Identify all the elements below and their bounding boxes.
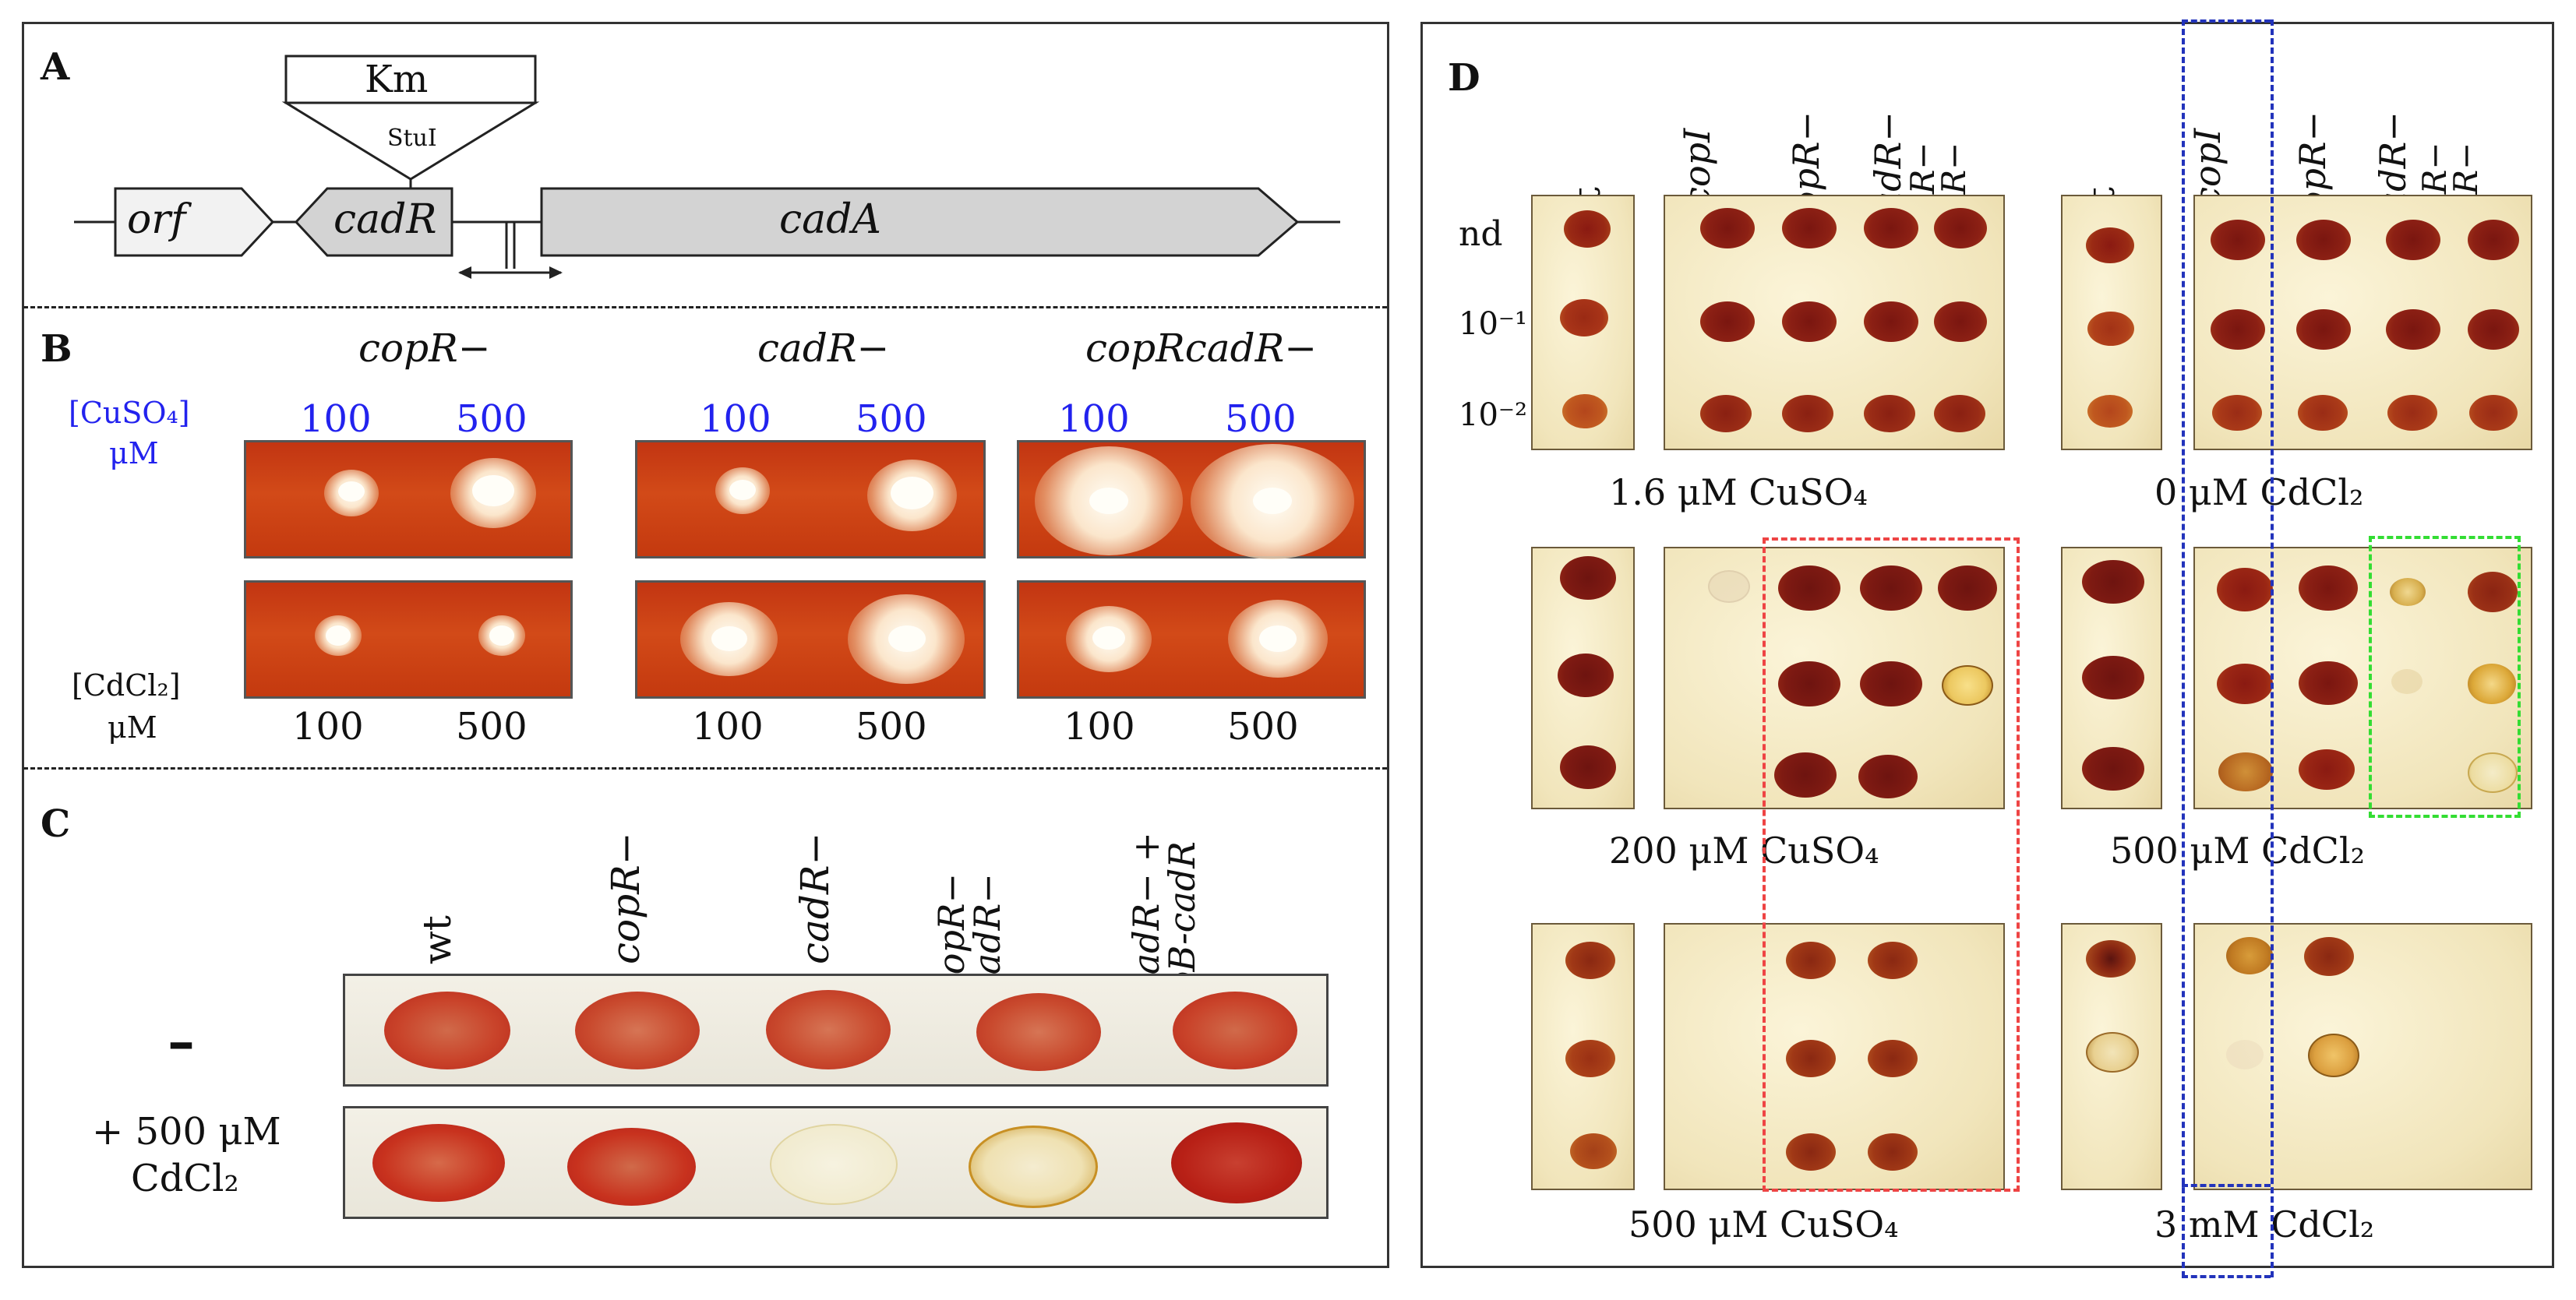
cd-conc-100-cadR: 100	[692, 705, 764, 749]
dilution-10-1: 10⁻¹	[1459, 306, 1528, 342]
cu-conc-500-copRcadR: 500	[1225, 397, 1297, 441]
plate-d-r1-wt-cu	[1531, 195, 1635, 450]
cdcl2-axis-label: [CdCl₂]	[72, 668, 181, 703]
left-panel	[22, 22, 1389, 1268]
highlight-green-cd-sensitive	[2369, 536, 2521, 818]
spot-c-wt-cd	[372, 1124, 505, 1202]
spot-c-cadR	[766, 990, 891, 1069]
c-header-copR: copR−	[603, 832, 648, 964]
d-cond-500-cdcl2: 500 μM CdCl₂	[2110, 830, 2366, 872]
plate-d-r3-wt-cu	[1531, 923, 1635, 1190]
cuso4-axis-unit: μM	[109, 436, 159, 470]
plate-d-r1-strains-cu	[1664, 195, 2005, 450]
cdcl2-axis-unit: μM	[108, 710, 157, 745]
cu-conc-100-copRcadR: 100	[1058, 397, 1130, 441]
cuso4-axis-label: [CuSO₄]	[69, 396, 190, 430]
spot-c-copR	[575, 992, 700, 1069]
c-row-minus: –	[168, 1009, 195, 1073]
c-header-cadR: cadR−	[792, 832, 838, 964]
spot-c-cadR-cd	[770, 1124, 898, 1205]
spot-c-wt	[384, 992, 510, 1069]
d-cond-3mm-cdcl2: 3 mM CdCl₂	[2154, 1203, 2375, 1245]
plate-d-r2-strains-cd	[2193, 547, 2532, 809]
spot-c-cadR-pBcadR-cd	[1171, 1122, 1302, 1203]
gene-map-diagram	[74, 55, 1340, 279]
plate-d-r3-strains-cu	[1664, 923, 2005, 1190]
cd-conc-500-copRcadR: 500	[1227, 705, 1299, 749]
cadA-gene-label: cadA	[779, 196, 881, 243]
divider-b-c	[23, 767, 1387, 770]
highlight-red-cu-resistant	[1763, 537, 2020, 1192]
highlight-blue-dcopI	[2182, 19, 2274, 1277]
cd-conc-100-copR: 100	[292, 705, 364, 749]
cd-conc-100-copRcadR: 100	[1064, 705, 1135, 749]
plate-c-cd	[343, 1106, 1329, 1219]
km-insertion-triangle	[281, 101, 540, 181]
stui-label: StuI	[387, 125, 437, 152]
d-cond-0-cdcl2: 0 μM CdCl₂	[2154, 471, 2364, 513]
panel-a-letter: A	[41, 45, 70, 89]
cadA-gene-arrow	[540, 187, 1300, 257]
d-cond-200-cuso4: 200 μM CuSO₄	[1609, 830, 1879, 872]
d-cond-1-6-cuso4: 1.6 μM CuSO₄	[1609, 471, 1868, 513]
orf-gene-arrow	[114, 187, 275, 257]
plate-d-r3-wt-cd	[2061, 923, 2162, 1190]
c-header-wt: wt	[415, 915, 460, 964]
panel-c-letter: C	[41, 802, 71, 846]
plate-d-r1-wt-cd	[2061, 195, 2162, 450]
plate-b-cd-copRcadR	[1017, 580, 1366, 699]
strain-cadR-label: cadR−	[757, 326, 890, 371]
c-header-cadR-pBcadR: cadR− + pB-cadR	[1125, 832, 1203, 995]
plate-d-r1-strains-cd	[2193, 195, 2532, 450]
km-cassette-box	[284, 55, 537, 104]
cu-conc-100-copR: 100	[300, 397, 372, 441]
cd-conc-500-cadR: 500	[856, 705, 927, 749]
cu-conc-500-copR: 500	[456, 397, 528, 441]
plate-b-cd-cadR	[635, 580, 986, 699]
spot-c-cadR-pBcadR	[1173, 992, 1297, 1069]
highlight-blue-dcopI-bottom	[2182, 1184, 2271, 1187]
cadR-gene-arrow	[294, 187, 453, 257]
plate-d-r2-wt-cd	[2061, 547, 2162, 809]
cu-conc-100-cadR: 100	[700, 397, 771, 441]
highlight-blue-dcopI-foot	[2182, 1275, 2271, 1278]
spot-c-copRcadR-cd	[969, 1126, 1098, 1208]
c-row-plus-line1: + 500 μM	[92, 1110, 281, 1154]
plate-d-r2-strains-cu	[1664, 547, 2005, 809]
plate-b-cu-copRcadR	[1017, 440, 1366, 559]
panel-b-letter: B	[41, 327, 72, 371]
plate-b-cu-cadR	[635, 440, 986, 558]
d-cond-500-cuso4: 500 μM CuSO₄	[1629, 1203, 1899, 1245]
dilution-10-2: 10⁻²	[1459, 397, 1528, 433]
highlight-blue-dcopI-top	[2182, 19, 2271, 23]
orf-label: orf	[127, 196, 186, 243]
divider-a-b	[23, 306, 1387, 308]
plate-d-r3-strains-cd	[2193, 923, 2532, 1190]
km-label: Km	[365, 58, 429, 101]
c-row-plus-line2: CdCl₂	[131, 1157, 239, 1200]
cadR-gene-label: cadR	[333, 196, 437, 243]
plate-d-r2-wt-cu	[1531, 547, 1635, 809]
dilution-nd: nd	[1459, 214, 1503, 254]
strain-copRcadR-label: copRcadR−	[1085, 326, 1318, 371]
cu-conc-500-cadR: 500	[856, 397, 927, 441]
right-panel-d	[1420, 22, 2554, 1268]
panel-d-letter: D	[1448, 56, 1480, 100]
cd-conc-500-copR: 500	[456, 705, 528, 749]
spot-c-copRcadR	[976, 993, 1101, 1071]
spot-c-copR-cd	[567, 1128, 696, 1206]
plate-b-cd-copR	[244, 580, 573, 699]
plate-c-no-cd	[343, 974, 1329, 1087]
plate-b-cu-copR	[244, 440, 573, 558]
strain-copR-label: copR−	[358, 326, 491, 371]
c-header-copRcadR: copR− cadR−	[930, 872, 1008, 995]
